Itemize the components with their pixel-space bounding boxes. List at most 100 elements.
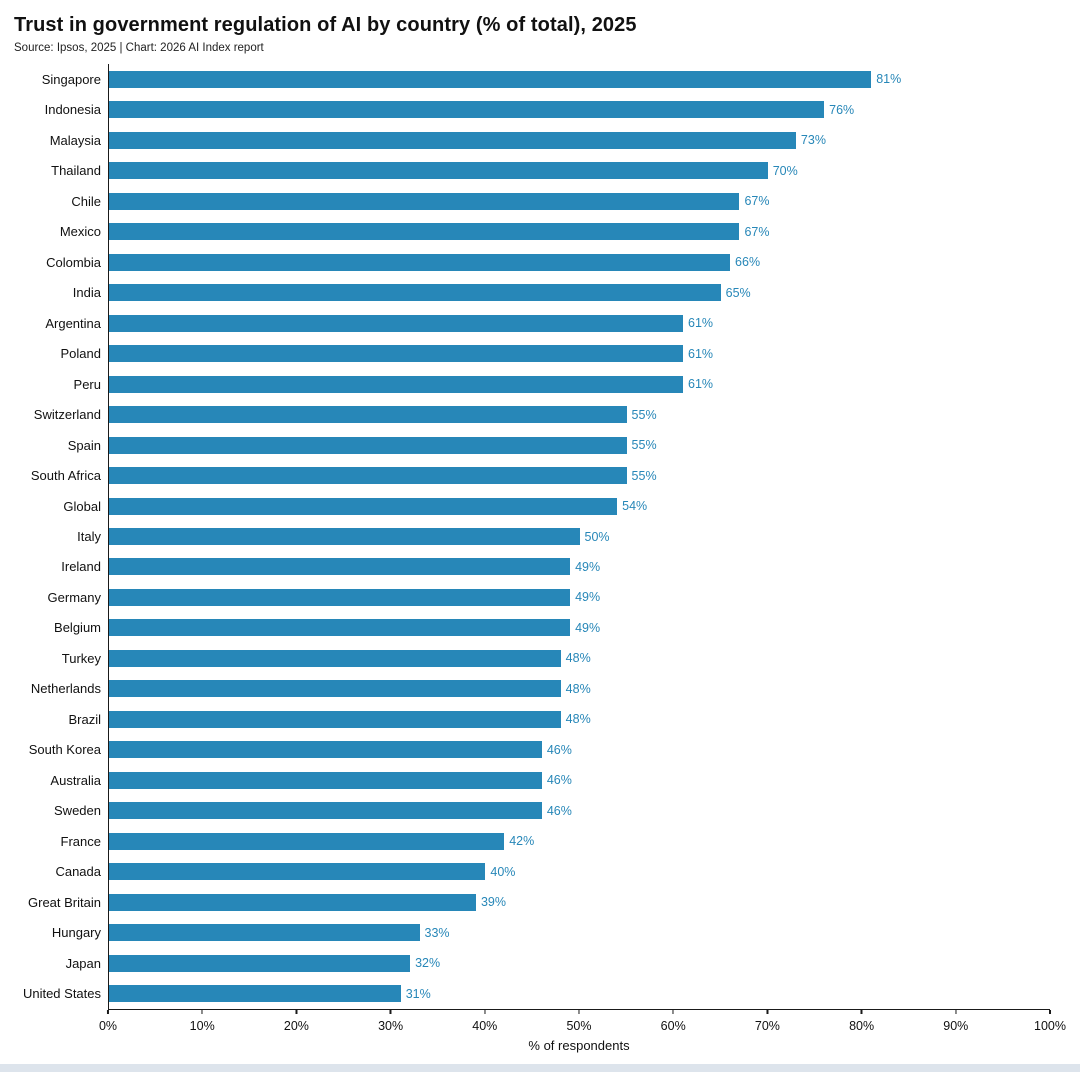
bar-row: Thailand 70% xyxy=(51,155,1050,185)
bar xyxy=(109,375,683,393)
bar xyxy=(109,314,683,332)
bar-row: Australia 46% xyxy=(50,765,1050,795)
bar xyxy=(109,863,486,881)
category-label: Brazil xyxy=(68,711,101,727)
x-tick-mark xyxy=(107,1010,109,1014)
bar-row: Malaysia 73% xyxy=(50,125,1050,155)
bar-row: Italy 50% xyxy=(77,521,1050,551)
value-label: 46% xyxy=(546,773,572,788)
category-label: Singapore xyxy=(41,71,101,87)
category-label: Belgium xyxy=(54,620,101,636)
value-label: 33% xyxy=(424,925,450,940)
x-tick-label: 10% xyxy=(189,1019,215,1033)
bar-row: India 65% xyxy=(73,277,1050,307)
category-label: Great Britain xyxy=(28,894,101,910)
bar-track: 39% xyxy=(109,887,1050,917)
category-label: Thailand xyxy=(51,163,101,179)
bar xyxy=(109,619,571,637)
bar-row: Peru 61% xyxy=(74,369,1050,399)
x-axis: 0% 10% 20% 30% 40% 50% 60% 70% 80% 90% 100% xyxy=(99,1010,1066,1036)
x-tick-label: 70% xyxy=(754,1019,780,1033)
bar-track: 46% xyxy=(109,765,1050,795)
bar-row: Global 54% xyxy=(63,491,1050,521)
bar xyxy=(109,832,505,850)
category-label: United States xyxy=(22,986,101,1002)
bar xyxy=(109,162,768,180)
bar xyxy=(109,528,580,545)
x-tick: 0% xyxy=(99,1010,117,1035)
x-tick-label: 100% xyxy=(1034,1019,1066,1033)
bar-row: Germany 49% xyxy=(48,582,1050,612)
bar-track: 42% xyxy=(109,826,1050,856)
bar-track: 67% xyxy=(109,186,1050,216)
bar-track: 49% xyxy=(109,582,1050,612)
bar-track: 81% xyxy=(109,64,1050,94)
x-tick: 10% xyxy=(190,1010,215,1035)
value-label: 48% xyxy=(565,651,591,666)
bar xyxy=(109,710,561,728)
value-label: 76% xyxy=(829,102,855,117)
bar-track: 61% xyxy=(109,338,1050,368)
bar xyxy=(109,436,627,454)
x-tick: 20% xyxy=(284,1010,309,1035)
bar-track: 31% xyxy=(109,979,1050,1009)
category-label: Germany xyxy=(47,589,101,605)
category-label: Ireland xyxy=(61,559,101,575)
bar-rows: Singapore 81% Indonesia 76% Malaysia 73% Thail… xyxy=(23,64,1050,1010)
category-label: Switzerland xyxy=(33,407,101,423)
x-tick: 60% xyxy=(661,1010,686,1035)
bar-row: United States 31% xyxy=(23,979,1050,1009)
bar-track: 73% xyxy=(109,125,1050,155)
x-tick-mark xyxy=(1049,1010,1051,1014)
bar xyxy=(109,192,740,210)
value-label: 54% xyxy=(622,499,648,514)
bar-track: 66% xyxy=(109,247,1050,277)
bar-row: Chile 67% xyxy=(71,186,1050,216)
bar xyxy=(109,558,571,576)
value-label: 48% xyxy=(565,712,591,727)
value-label: 65% xyxy=(725,285,751,300)
bar-track: 40% xyxy=(109,857,1050,887)
value-label: 40% xyxy=(490,864,516,879)
category-label: Peru xyxy=(73,376,101,392)
bar-row: France 42% xyxy=(61,826,1050,856)
bar-row: Indonesia 76% xyxy=(45,94,1050,124)
bar xyxy=(109,284,721,302)
bar-row: Singapore 81% xyxy=(42,64,1050,94)
bar-track: 76% xyxy=(109,94,1050,124)
x-tick-label: 0% xyxy=(98,1019,118,1033)
value-label: 49% xyxy=(575,590,601,605)
x-tick-mark xyxy=(860,1010,863,1014)
category-label: Mexico xyxy=(59,224,101,240)
bar xyxy=(109,924,420,942)
chart-title: Trust in government regulation of AI by … xyxy=(14,14,637,36)
value-label: 66% xyxy=(735,255,761,270)
bar-row: Belgium 49% xyxy=(54,613,1050,643)
bar-track: 46% xyxy=(109,735,1050,765)
bar xyxy=(109,131,796,149)
bar-track: 48% xyxy=(109,643,1050,673)
value-label: 81% xyxy=(876,72,902,87)
bar xyxy=(109,223,740,241)
x-axis-label: % of respondents xyxy=(528,1038,630,1053)
value-label: 70% xyxy=(772,163,798,178)
category-label: Turkey xyxy=(61,650,101,666)
category-label: Canada xyxy=(55,864,101,880)
bar xyxy=(109,588,571,606)
bar-row: Poland 61% xyxy=(61,338,1050,368)
x-tick: 80% xyxy=(849,1010,874,1035)
value-label: 61% xyxy=(688,316,714,331)
page-bottom-strip xyxy=(0,1064,1080,1072)
bar-row: Mexico 67% xyxy=(60,216,1050,246)
category-label: Poland xyxy=(60,346,101,362)
value-label: 49% xyxy=(575,559,601,574)
x-tick: 40% xyxy=(472,1010,497,1035)
bar-row: Japan 32% xyxy=(66,948,1050,978)
bar-row: Colombia 66% xyxy=(46,247,1050,277)
x-tick-label: 60% xyxy=(660,1019,686,1033)
category-label: South Africa xyxy=(30,468,101,484)
bar xyxy=(109,101,825,119)
x-tick-label: 80% xyxy=(849,1019,875,1033)
category-label: Italy xyxy=(77,529,101,544)
value-label: 31% xyxy=(405,986,431,1001)
